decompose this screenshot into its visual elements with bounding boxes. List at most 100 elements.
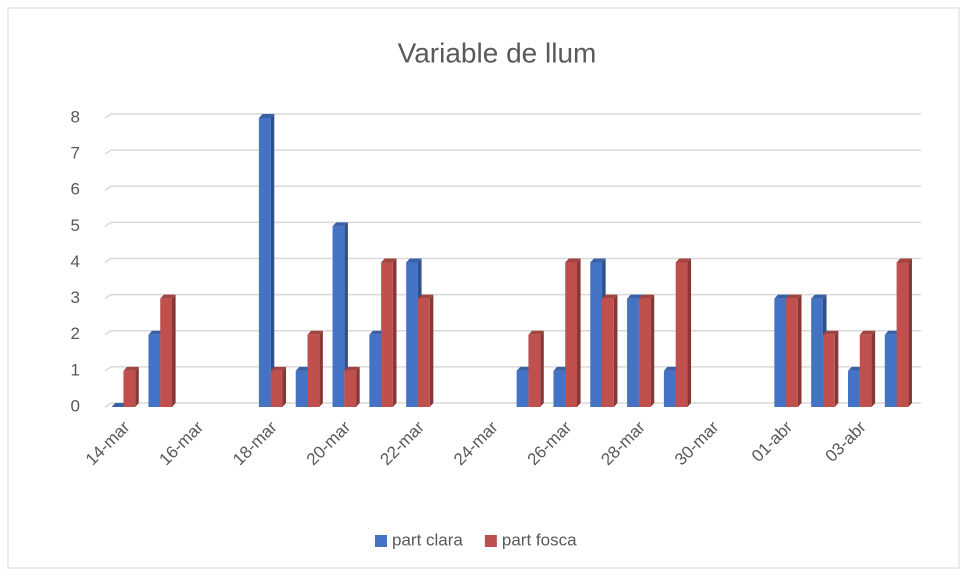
bar-top	[859, 330, 876, 335]
bar	[675, 262, 688, 407]
bar-top	[528, 330, 544, 335]
bar-top	[148, 330, 164, 335]
bar-top	[160, 294, 176, 299]
bar-side	[392, 258, 397, 407]
bar-side	[344, 222, 348, 407]
bar	[417, 298, 430, 407]
bar-side	[319, 330, 323, 407]
chart-title: Variable de llum	[398, 37, 597, 68]
bar	[884, 334, 897, 407]
bar	[590, 262, 603, 407]
bar-top	[565, 258, 581, 263]
bar-top	[590, 258, 606, 263]
bar-top	[123, 366, 139, 371]
chart-frame	[7, 7, 960, 569]
bar-side	[613, 294, 618, 407]
bar	[123, 370, 136, 407]
bar-top	[111, 403, 128, 407]
bar	[663, 370, 676, 407]
bar-top	[369, 330, 385, 335]
bar-top	[774, 294, 790, 299]
bar-side	[577, 258, 581, 407]
bar	[295, 370, 308, 407]
bar	[847, 370, 860, 407]
legend-label: part fosca	[502, 530, 577, 549]
bar-side	[797, 294, 802, 407]
bar-top	[332, 222, 348, 227]
bar	[627, 298, 639, 407]
bar	[602, 298, 614, 407]
bar-side	[834, 330, 839, 407]
y-tick-label: 4	[71, 252, 80, 271]
y-tick-label: 2	[71, 324, 80, 343]
bar	[896, 262, 909, 407]
y-tick-label: 6	[71, 180, 80, 199]
bar	[344, 370, 357, 407]
bar-top	[270, 366, 287, 371]
bar-top	[381, 258, 397, 263]
y-tick-label: 5	[71, 216, 80, 235]
bar-top	[417, 294, 434, 299]
bar-side	[172, 294, 176, 407]
bar	[369, 334, 382, 407]
bar-side	[650, 294, 655, 407]
bar-side	[871, 330, 876, 407]
bar	[381, 262, 393, 407]
bar-top	[896, 258, 912, 263]
bar-side	[356, 366, 360, 407]
bar	[822, 334, 835, 407]
y-tick-label: 7	[71, 144, 80, 163]
bar	[406, 262, 418, 407]
bar-top	[295, 366, 312, 371]
grid-line	[104, 149, 921, 155]
bar-side	[540, 330, 544, 407]
grid-line	[104, 257, 921, 264]
bar-side	[282, 366, 287, 407]
bar	[638, 298, 651, 407]
bar-top	[406, 258, 422, 263]
bar-top	[675, 258, 692, 263]
y-tick-label: 8	[71, 107, 80, 126]
bar	[528, 334, 541, 407]
bar	[258, 118, 271, 407]
bar-top	[786, 294, 802, 299]
bar-top	[638, 294, 655, 299]
bar-top	[884, 330, 901, 335]
bar-side	[270, 114, 275, 407]
bar	[553, 370, 566, 407]
bar-top	[307, 330, 323, 335]
bar	[859, 334, 872, 407]
grid-line	[104, 185, 921, 191]
y-tick-label: 3	[71, 288, 80, 307]
y-tick-label: 1	[71, 360, 80, 379]
bar-top	[627, 294, 643, 299]
y-tick-label: 0	[71, 396, 80, 415]
bar-top	[344, 366, 360, 371]
bar-side	[429, 294, 434, 407]
bar-top	[663, 366, 680, 371]
bar	[148, 334, 161, 407]
legend-swatch	[484, 535, 497, 547]
bar	[786, 298, 798, 407]
bar	[332, 226, 345, 407]
bar	[811, 298, 823, 407]
bar-top	[822, 330, 839, 335]
bar-side	[135, 366, 139, 407]
bar	[270, 370, 283, 407]
bar	[307, 334, 320, 407]
bar-top	[258, 114, 275, 118]
grid-line	[104, 221, 921, 227]
bar-side	[687, 258, 692, 407]
bar	[565, 262, 578, 407]
bar	[160, 298, 173, 407]
bar	[516, 370, 529, 407]
bar	[774, 298, 787, 407]
legend-label: part clara	[392, 530, 463, 549]
grid-line	[104, 113, 921, 119]
bar-side	[908, 258, 912, 407]
bar-top	[602, 294, 618, 299]
legend-swatch	[375, 535, 387, 547]
bar-top	[553, 366, 569, 371]
bar-top	[847, 366, 864, 371]
